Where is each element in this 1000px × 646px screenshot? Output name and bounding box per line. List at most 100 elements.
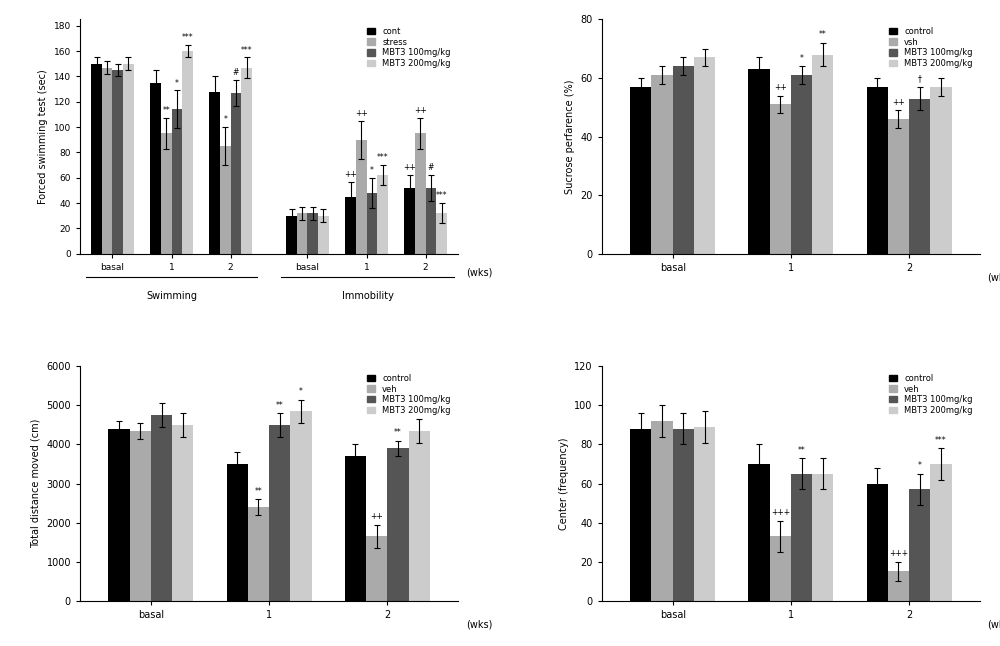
- Bar: [269, 425, 290, 601]
- Text: Swimming: Swimming: [146, 291, 197, 301]
- Bar: [150, 83, 161, 254]
- Text: †: †: [918, 74, 922, 83]
- Bar: [227, 464, 248, 601]
- Text: ***: ***: [182, 33, 193, 42]
- Legend: control, veh, MBT3 100mg/kg, MBT3 200mg/kg: control, veh, MBT3 100mg/kg, MBT3 200mg/…: [886, 371, 976, 418]
- Bar: [290, 412, 312, 601]
- Bar: [318, 216, 329, 254]
- Bar: [307, 213, 318, 254]
- Bar: [248, 507, 269, 601]
- Text: **: **: [276, 401, 284, 410]
- Text: ++: ++: [370, 512, 383, 521]
- Bar: [888, 572, 909, 601]
- Bar: [694, 427, 715, 601]
- Text: ***: ***: [241, 46, 252, 54]
- Bar: [172, 109, 182, 254]
- Bar: [426, 188, 436, 254]
- Bar: [209, 92, 220, 254]
- Bar: [231, 93, 241, 254]
- Bar: [123, 64, 134, 254]
- Bar: [909, 490, 930, 601]
- Text: *: *: [370, 166, 374, 175]
- Bar: [651, 75, 673, 254]
- Text: #: #: [428, 163, 434, 172]
- Text: (wks): (wks): [988, 273, 1000, 282]
- Bar: [415, 134, 426, 254]
- Bar: [220, 146, 231, 254]
- Text: **: **: [798, 446, 805, 455]
- Text: ***: ***: [935, 65, 947, 74]
- Bar: [748, 464, 770, 601]
- Bar: [651, 421, 673, 601]
- Text: ++: ++: [403, 163, 416, 172]
- Bar: [770, 105, 791, 254]
- Text: **: **: [394, 428, 402, 437]
- Legend: control, vsh, MBT3 100mg/kg, MBT3 200mg/kg: control, vsh, MBT3 100mg/kg, MBT3 200mg/…: [886, 23, 976, 71]
- Text: **: **: [162, 107, 170, 116]
- Text: #: #: [233, 68, 239, 78]
- Y-axis label: Total distance moved (cm): Total distance moved (cm): [31, 419, 41, 548]
- Bar: [888, 119, 909, 254]
- Bar: [630, 429, 651, 601]
- Text: +++: +++: [889, 549, 908, 558]
- Legend: control, veh, MBT3 100mg/kg, MBT3 200mg/kg: control, veh, MBT3 100mg/kg, MBT3 200mg/…: [364, 371, 454, 418]
- Text: ***: ***: [935, 436, 947, 445]
- Legend: cont, stress, MBT3 100mg/kg, MBT3 200mg/kg: cont, stress, MBT3 100mg/kg, MBT3 200mg/…: [364, 23, 454, 71]
- Y-axis label: Forced swimming test (sec): Forced swimming test (sec): [38, 69, 48, 204]
- Bar: [241, 68, 252, 254]
- Bar: [377, 175, 388, 254]
- Text: ++: ++: [344, 170, 357, 179]
- Text: ++: ++: [355, 109, 368, 118]
- Bar: [297, 213, 307, 254]
- Text: *: *: [175, 79, 179, 87]
- Bar: [366, 536, 387, 601]
- Y-axis label: Center (frequency): Center (frequency): [559, 437, 569, 530]
- Bar: [436, 213, 447, 254]
- Bar: [812, 474, 833, 601]
- Bar: [112, 70, 123, 254]
- Bar: [387, 448, 409, 601]
- Text: +++: +++: [771, 508, 790, 517]
- Bar: [151, 415, 172, 601]
- Text: Immobility: Immobility: [342, 291, 393, 301]
- Bar: [409, 431, 430, 601]
- Bar: [345, 456, 366, 601]
- Bar: [161, 134, 172, 254]
- Bar: [867, 484, 888, 601]
- Bar: [812, 54, 833, 254]
- Bar: [791, 75, 812, 254]
- Bar: [791, 474, 812, 601]
- Bar: [748, 69, 770, 254]
- Text: **: **: [819, 30, 827, 39]
- Text: (wks): (wks): [466, 268, 492, 278]
- Text: ***: ***: [436, 191, 447, 200]
- Bar: [673, 67, 694, 254]
- Text: ++: ++: [414, 107, 427, 116]
- Text: *: *: [299, 387, 303, 396]
- Y-axis label: Sucrose perfarence (%): Sucrose perfarence (%): [565, 79, 575, 194]
- Text: ++: ++: [774, 83, 787, 92]
- Text: (wks): (wks): [988, 620, 1000, 630]
- Text: **: **: [255, 486, 262, 495]
- Bar: [930, 87, 952, 254]
- Text: ++: ++: [892, 98, 905, 107]
- Bar: [356, 140, 367, 254]
- Text: ***: ***: [377, 153, 388, 162]
- Bar: [404, 188, 415, 254]
- Bar: [367, 193, 377, 254]
- Bar: [630, 87, 651, 254]
- Bar: [102, 68, 112, 254]
- Bar: [108, 429, 130, 601]
- Bar: [91, 64, 102, 254]
- Text: *: *: [223, 115, 227, 124]
- Bar: [130, 431, 151, 601]
- Bar: [909, 98, 930, 254]
- Text: (wks): (wks): [466, 620, 492, 630]
- Bar: [867, 87, 888, 254]
- Bar: [182, 51, 193, 254]
- Bar: [930, 464, 952, 601]
- Bar: [345, 197, 356, 254]
- Bar: [286, 216, 297, 254]
- Text: *: *: [800, 54, 803, 63]
- Bar: [694, 57, 715, 254]
